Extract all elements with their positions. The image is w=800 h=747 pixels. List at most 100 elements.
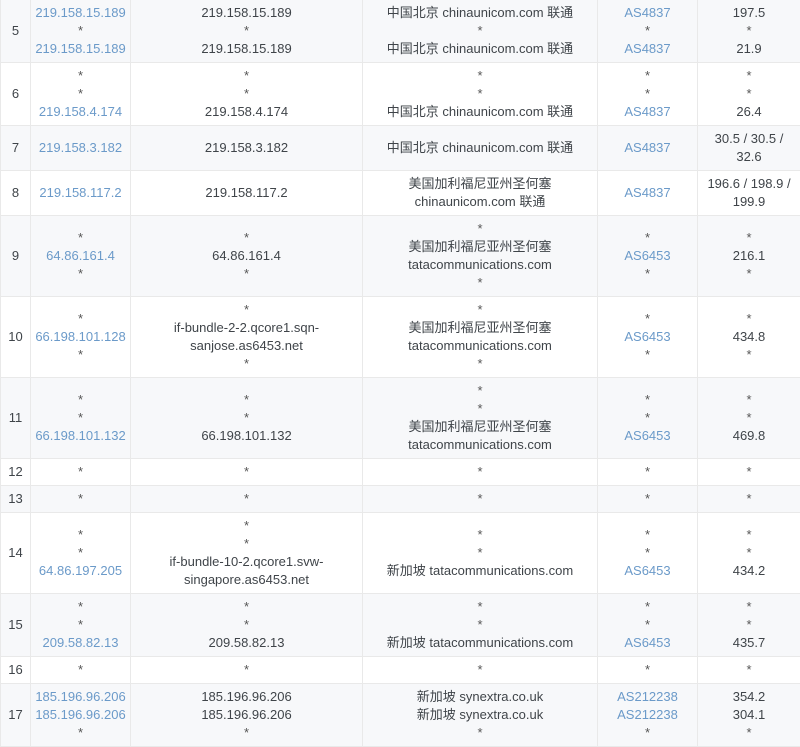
asn-link[interactable]: AS4837 (624, 140, 670, 155)
latency-text: 469.8 (733, 428, 766, 443)
result-line: * (602, 409, 693, 427)
asn-link[interactable]: AS6453 (624, 248, 670, 263)
timeout-asterisk: * (78, 347, 83, 362)
result-line: 434.2 (702, 562, 796, 580)
ip-link[interactable]: 64.86.161.4 (46, 248, 115, 263)
timeout-asterisk: * (645, 392, 650, 407)
timeout-asterisk: * (244, 230, 249, 245)
result-line: 66.198.101.128 (35, 328, 126, 346)
timeout-asterisk: * (645, 86, 650, 101)
timeout-asterisk: * (244, 518, 249, 533)
asn-link[interactable]: AS4837 (624, 41, 670, 56)
result-line: * (35, 661, 126, 679)
location-text: 新加坡 synextra.co.uk (417, 707, 543, 722)
result-line: * (602, 490, 693, 508)
ip-link[interactable]: 185.196.96.206 (35, 707, 125, 722)
result-line: 64.86.197.205 (35, 562, 126, 580)
hostname-cell: **219.158.4.174 (131, 63, 363, 126)
result-line: * (702, 661, 796, 679)
timeout-asterisk: * (746, 527, 751, 542)
result-line: * (602, 526, 693, 544)
timeout-asterisk: * (78, 410, 83, 425)
timeout-asterisk: * (746, 392, 751, 407)
asn-link[interactable]: AS212238 (617, 689, 678, 704)
asn-link[interactable]: AS6453 (624, 563, 670, 578)
timeout-asterisk: * (746, 23, 751, 38)
ip-link[interactable]: 219.158.15.189 (35, 41, 125, 56)
latency-cell: 197.5*21.9 (698, 0, 800, 63)
ip-link[interactable]: 66.198.101.128 (35, 329, 125, 344)
asn-link[interactable]: AS4837 (624, 104, 670, 119)
location-cell: *美国加利福尼亚州圣何塞 tatacommunications.com* (363, 216, 598, 297)
hostname-cell: *64.86.161.4* (131, 216, 363, 297)
result-line: * (367, 382, 593, 400)
hop-number-cell: 14 (1, 513, 31, 594)
location-cell: **中国北京 chinaunicom.com 联通 (363, 63, 598, 126)
asn-link[interactable]: AS212238 (617, 707, 678, 722)
result-line: 219.158.117.2 (35, 184, 126, 202)
result-line: * (367, 220, 593, 238)
hop-number: 14 (8, 545, 22, 560)
timeout-asterisk: * (477, 275, 482, 290)
asn-link[interactable]: AS6453 (624, 329, 670, 344)
asn-cell: **AS6453 (598, 594, 698, 657)
timeout-asterisk: * (244, 599, 249, 614)
result-line: * (702, 346, 796, 364)
result-line: * (602, 22, 693, 40)
ip-link[interactable]: 66.198.101.132 (35, 428, 125, 443)
ip-link[interactable]: 219.158.117.2 (39, 185, 121, 200)
hop-number-cell: 8 (1, 171, 31, 216)
result-line: * (602, 265, 693, 283)
asn-link[interactable]: AS4837 (624, 5, 670, 20)
timeout-asterisk: * (78, 599, 83, 614)
timeout-asterisk: * (78, 464, 83, 479)
result-line: AS6453 (602, 247, 693, 265)
timeout-asterisk: * (645, 23, 650, 38)
result-line: * (702, 22, 796, 40)
result-line: * (135, 391, 358, 409)
ip-link[interactable]: 185.196.96.206 (35, 689, 125, 704)
hop-number-cell: 9 (1, 216, 31, 297)
result-line: 209.58.82.13 (35, 634, 126, 652)
asn-link[interactable]: AS6453 (624, 635, 670, 650)
timeout-asterisk: * (645, 662, 650, 677)
asn-cell: *AS6453* (598, 297, 698, 378)
result-line: * (702, 85, 796, 103)
ip-link[interactable]: 219.158.3.182 (39, 140, 122, 155)
asn-link[interactable]: AS4837 (624, 185, 670, 200)
ip-cell: 219.158.3.182 (31, 126, 131, 171)
result-line: * (702, 409, 796, 427)
hop-number: 12 (8, 464, 22, 479)
result-line: * (367, 463, 593, 481)
hostname-text: 185.196.96.206 (201, 689, 291, 704)
hop-number-cell: 12 (1, 459, 31, 486)
hop-number-cell: 16 (1, 657, 31, 684)
latency-cell: * (698, 657, 800, 684)
location-text: 美国加利福尼亚州圣何塞 chinaunicom.com 联通 (408, 176, 551, 209)
hostname-text: 219.158.117.2 (205, 185, 287, 200)
ip-cell: 219.158.15.189*219.158.15.189 (31, 0, 131, 63)
result-line: * (135, 355, 358, 373)
timeout-asterisk: * (645, 545, 650, 560)
latency-text: 434.8 (733, 329, 766, 344)
ip-link[interactable]: 219.158.4.174 (39, 104, 122, 119)
location-text: 新加坡 tatacommunications.com (387, 635, 573, 650)
asn-link[interactable]: AS6453 (624, 428, 670, 443)
result-line: 中国北京 chinaunicom.com 联通 (367, 139, 593, 157)
timeout-asterisk: * (477, 662, 482, 677)
result-line: 196.6 / 198.9 / 199.9 (702, 175, 796, 211)
ip-link[interactable]: 64.86.197.205 (39, 563, 122, 578)
ip-link[interactable]: 209.58.82.13 (43, 635, 119, 650)
timeout-asterisk: * (78, 491, 83, 506)
timeout-asterisk: * (746, 86, 751, 101)
result-line: * (35, 598, 126, 616)
result-line: 216.1 (702, 247, 796, 265)
timeout-asterisk: * (244, 23, 249, 38)
hostname-text: 66.198.101.132 (201, 428, 291, 443)
ip-link[interactable]: 219.158.15.189 (35, 5, 125, 20)
result-line: 中国北京 chinaunicom.com 联通 (367, 4, 593, 22)
result-line: AS6453 (602, 427, 693, 445)
result-line: 434.8 (702, 328, 796, 346)
